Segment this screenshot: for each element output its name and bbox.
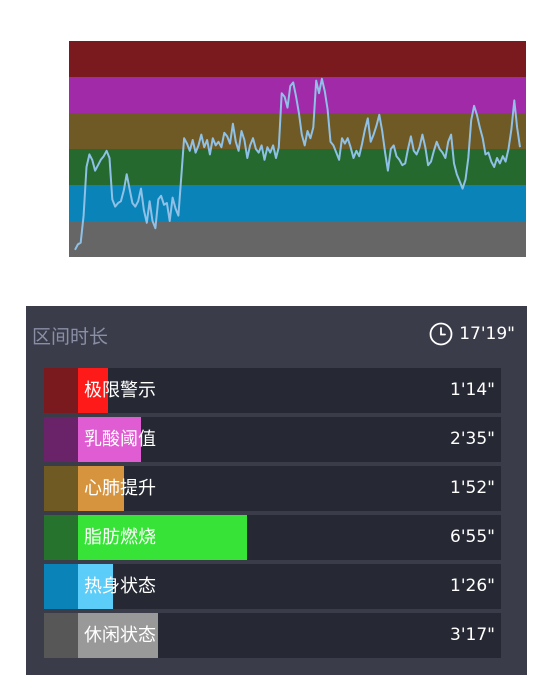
zone-swatch [44,466,78,511]
zone-row-cardio: 心肺提升 1'52" [44,466,501,511]
zone-row-lactate: 乳酸阈值 2'35" [44,417,501,462]
heart-rate-zone-chart [69,41,526,257]
zone-label: 乳酸阈值 [84,429,156,450]
zone-duration-bar [78,417,141,462]
zone-time: 1'52" [450,478,495,498]
zone-swatch [44,515,78,560]
zone-row-warmup: 热身状态 1'26" [44,564,501,609]
zone-duration-panel: 区间时长 17'19" 极限警示 1'14" 乳酸阈值 2'35" 心肺提升 1… [26,306,527,675]
heart-rate-line [74,77,521,251]
zone-time: 3'17" [450,625,495,645]
zone-band [69,149,526,185]
zone-duration-bar [78,613,158,658]
zone-duration-bar [78,564,113,609]
panel-title: 区间时长 [32,326,109,348]
zone-duration-bar [78,466,124,511]
zone-swatch [44,613,78,658]
zone-row-limit: 极限警示 1'14" [44,368,501,413]
zone-label: 脂肪燃烧 [84,527,156,548]
zone-time: 6'55" [450,527,495,547]
zone-time: 1'14" [450,380,495,400]
zone-duration-bar [78,368,108,413]
total-duration: 17'19" [429,320,515,348]
zone-label: 休闲状态 [84,625,156,646]
zone-swatch [44,368,78,413]
zone-label: 热身状态 [84,576,156,597]
total-duration-value: 17'19" [459,324,515,344]
zone-swatch [44,564,78,609]
zone-swatch [44,417,78,462]
zone-time: 1'26" [450,576,495,596]
zone-band [69,41,526,77]
zone-duration-bar [78,515,247,560]
zone-band [69,221,526,257]
zone-row-fat-burn: 脂肪燃烧 6'55" [44,515,501,560]
clock-icon [429,322,453,346]
zone-label: 心肺提升 [84,478,156,499]
zone-row-leisure: 休闲状态 3'17" [44,613,501,658]
zone-band [69,113,526,149]
zone-time: 2'35" [450,429,495,449]
zone-label: 极限警示 [84,380,156,401]
